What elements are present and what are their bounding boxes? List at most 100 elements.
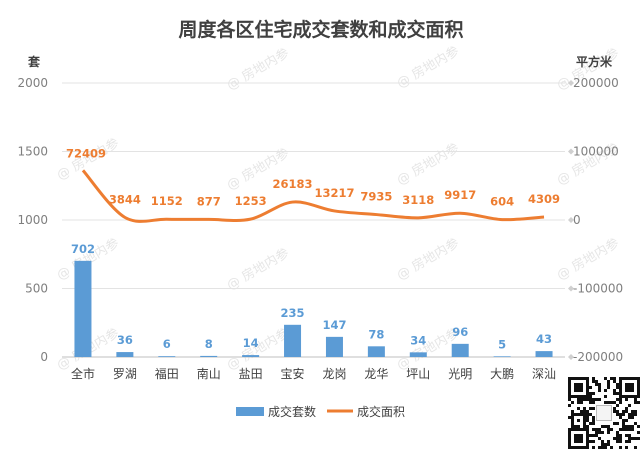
line-value-label: 26183 [273, 177, 313, 191]
bar [535, 351, 553, 357]
qr-module [583, 413, 586, 416]
qr-module [616, 437, 619, 440]
qr-module [613, 380, 616, 383]
qr-module [571, 446, 574, 449]
bar [74, 260, 92, 357]
qr-module [625, 398, 628, 401]
qr-module [637, 392, 640, 395]
qr-module [625, 389, 628, 392]
qr-module [589, 398, 592, 401]
category-label: 全市 [71, 366, 95, 381]
qr-module [580, 428, 583, 431]
qr-module [628, 440, 631, 443]
qr-module [625, 434, 628, 437]
qr-module [625, 386, 628, 389]
qr-module [634, 395, 637, 398]
qr-module [580, 434, 583, 437]
qr-module [577, 413, 580, 416]
qr-module [580, 413, 583, 416]
qr-module [583, 398, 586, 401]
qr-module [628, 425, 631, 428]
qr-module [595, 398, 598, 401]
qr-module [592, 422, 595, 425]
qr-module [607, 440, 610, 443]
line-path [81, 169, 545, 223]
qr-module [592, 392, 595, 395]
qr-module [637, 425, 640, 428]
qr-module [592, 428, 595, 431]
qr-module [574, 428, 577, 431]
qr-module [571, 422, 574, 425]
qr-module [613, 392, 616, 395]
qr-module [619, 428, 622, 431]
right-tick-marker [568, 217, 574, 223]
qr-module [622, 428, 625, 431]
qr-module [610, 428, 613, 431]
qr-module [619, 416, 622, 419]
bar-value-label: 43 [536, 332, 552, 346]
qr-module [631, 389, 634, 392]
qr-module [586, 392, 589, 395]
line-value-label: 877 [197, 194, 221, 208]
line-value-label: 1253 [235, 194, 267, 208]
left-tick-label: 1500 [17, 145, 48, 159]
right-tick-label: 0 [573, 213, 581, 227]
qr-module [616, 422, 619, 425]
bar-value-label: 6 [163, 337, 171, 351]
qr-module [613, 377, 616, 380]
qr-module [628, 404, 631, 407]
qr-module [571, 428, 574, 431]
qr-module [631, 383, 634, 386]
qr-module [568, 428, 571, 431]
qr-module [631, 386, 634, 389]
qr-module [607, 383, 610, 386]
qr-module [577, 425, 580, 428]
qr-module [577, 377, 580, 380]
right-tick-marker [568, 354, 574, 360]
qr-module [622, 419, 625, 422]
qr-module [568, 404, 571, 407]
qr-module [619, 392, 622, 395]
qr-module [592, 407, 595, 410]
qr-module [616, 431, 619, 434]
qr-module [607, 386, 610, 389]
qr-module [637, 437, 640, 440]
qr-module [622, 413, 625, 416]
qr-module [610, 377, 613, 380]
category-label: 福田 [155, 366, 179, 381]
gridlines [62, 82, 565, 358]
qr-module [619, 413, 622, 416]
qr-module [589, 407, 592, 410]
qr-module [580, 395, 583, 398]
line-value-label: 604 [490, 195, 514, 209]
qr-module [577, 398, 580, 401]
bar-value-label: 34 [410, 333, 426, 347]
line-value-label: 9917 [444, 188, 476, 202]
qr-module [625, 407, 628, 410]
qr-module [571, 413, 574, 416]
qr-module [628, 437, 631, 440]
qr-module [568, 431, 571, 434]
qr-module [577, 386, 580, 389]
qr-module [568, 386, 571, 389]
qr-module [583, 395, 586, 398]
qr-module [613, 401, 616, 404]
legend-line-label: 成交面积 [357, 404, 405, 419]
qr-module [637, 389, 640, 392]
qr-module [568, 377, 571, 380]
qr-module [592, 401, 595, 404]
category-label: 龙岗 [322, 367, 346, 381]
qr-module [625, 428, 628, 431]
left-tick-label: 0 [40, 350, 48, 364]
category-label: 南山 [197, 366, 221, 381]
qr-module [580, 389, 583, 392]
qr-module [628, 395, 631, 398]
bar-value-label: 235 [281, 306, 305, 320]
qr-module [589, 440, 592, 443]
left-tick-label: 2000 [17, 76, 48, 90]
qr-module [577, 389, 580, 392]
qr-module [631, 410, 634, 413]
qr-module [580, 401, 583, 404]
qr-module [622, 395, 625, 398]
